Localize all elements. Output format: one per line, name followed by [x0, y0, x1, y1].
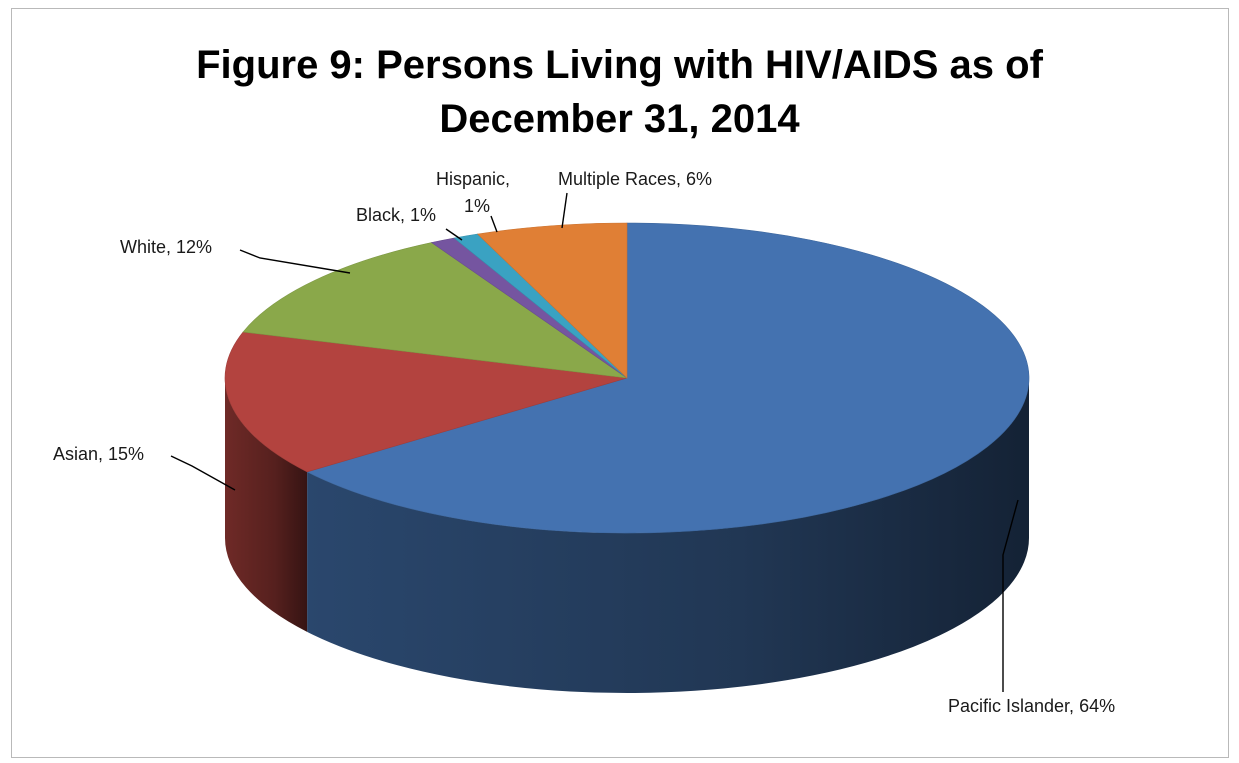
leader-white [240, 250, 350, 273]
slice-label-asian: Asian, 15% [53, 444, 144, 464]
slice-label-hispanic-line-2: 1% [464, 196, 490, 216]
leader-hispanic [491, 216, 497, 232]
slice-label-multiple-races: Multiple Races, 6% [558, 169, 712, 189]
slice-label-black: Black, 1% [356, 205, 436, 225]
slice-label-white: White, 12% [120, 237, 212, 257]
leader-multiple-races [562, 193, 567, 228]
slice-label-hispanic-line-1: Hispanic, [436, 169, 510, 189]
slice-label-pacific-islander: Pacific Islander, 64% [948, 696, 1115, 716]
pie-tops [225, 223, 1029, 533]
